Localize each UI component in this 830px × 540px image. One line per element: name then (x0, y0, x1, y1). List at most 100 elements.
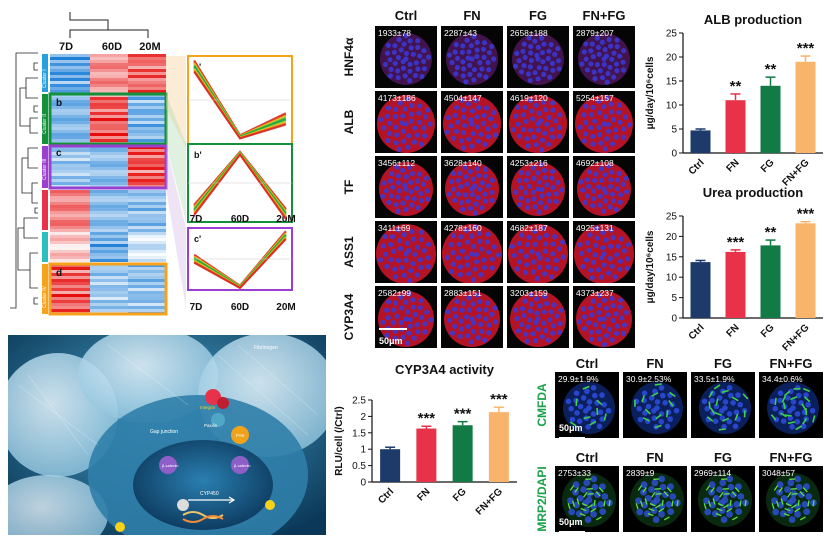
box-label-c: c (56, 148, 62, 159)
stain-micrograph: 3048±57 (759, 466, 823, 532)
y-tick-label: 5 (671, 125, 677, 136)
trend-label-b: b' (194, 150, 202, 160)
y-tick-label: 0.5 (352, 461, 366, 472)
intensity-value: 4373±237 (576, 288, 614, 298)
trend-axis-label: 7D (190, 214, 203, 225)
y-tick-label: 1 (360, 445, 366, 456)
stain-col-header: FG (713, 450, 733, 465)
y-tick-label: 2.5 (352, 396, 366, 407)
stain-value: 2753±33 (558, 468, 592, 478)
bar (760, 245, 781, 318)
row-dendrogram (10, 52, 38, 309)
cell-illustration: Fibrinogen Gap junction Paxilin Integrin… (0, 327, 338, 540)
box-label-d: d (56, 268, 62, 279)
x-tick-label: FG (451, 486, 469, 504)
scale-bar-label: 50μm (559, 423, 583, 433)
stain-value: 2839±9 (626, 468, 655, 478)
trend-axis-label: 20M (276, 302, 295, 313)
y-tick-label: 0 (360, 478, 366, 489)
column-dendrogram (69, 12, 149, 38)
micrograph: 1933±78 (375, 26, 437, 88)
stain-col-header: Ctrl (575, 356, 599, 371)
illus-label: β-catenin (234, 463, 251, 468)
illus-label: Paxilin (204, 423, 218, 428)
x-tick-label: FN (724, 157, 741, 174)
scale-bar-label: 50μm (559, 517, 583, 527)
x-tick-label: FG (759, 322, 777, 340)
trend-axis-label: 60D (231, 214, 249, 225)
bar (795, 223, 816, 318)
significance-mark: ** (765, 61, 777, 78)
y-tick-label: 25 (666, 29, 678, 40)
x-tick-label: FN+FG (780, 322, 811, 353)
micrograph: 3628±140 (441, 156, 503, 218)
y-tick-label: 10 (666, 273, 678, 284)
significance-mark: *** (797, 40, 815, 57)
stain-col-header: FN+FG (769, 450, 813, 465)
intensity-value: 2582±99 (378, 288, 412, 298)
stain-value: 33.5±1.9% (694, 374, 735, 384)
micrograph: 3411±69 (375, 221, 437, 283)
marker-row-label: CYP3A4 (342, 293, 356, 341)
y-tick-label: 10 (666, 101, 678, 112)
intensity-value: 4682±187 (510, 223, 548, 233)
y-tick-label: 5 (671, 293, 677, 304)
bar (725, 251, 746, 318)
alb-production-chart: ALB production 0 5 10 15 20 25 μg/day/10⁶cells C… (645, 12, 823, 188)
stain-micrograph: 2969±114 (691, 466, 755, 532)
cluster-label: Cluster III (42, 159, 48, 180)
y-tick-label: 20 (666, 53, 678, 64)
x-tick-label: FG (759, 157, 777, 175)
x-tick-label: Ctrl (687, 322, 707, 342)
trend-axis-label: 7D (190, 302, 203, 313)
cluster-label: Cluster IV (42, 285, 48, 308)
intensity-value: 3411±69 (378, 223, 411, 233)
marker-col-header: FG (528, 8, 548, 23)
intensity-value: 4173±186 (378, 93, 416, 103)
stain-col-header: FN (646, 450, 664, 465)
y-axis-label: μg/day/10⁶cells (645, 230, 656, 303)
illus-label: CYP450 (200, 491, 219, 497)
micrograph: 4253±216 (507, 156, 569, 218)
illus-label: FAK (236, 433, 245, 438)
intensity-value: 4253±216 (510, 158, 548, 168)
stain-value: 29.9±1.9% (558, 374, 599, 384)
chart-title: CYP3A4 activity (395, 362, 495, 377)
scale-bar-label: 50μm (379, 336, 403, 346)
intensity-value: 3628±140 (444, 158, 482, 168)
illustration-figure: Fibrinogen Gap junction Paxilin Integrin… (0, 327, 338, 540)
stain-value: 3048±57 (762, 468, 796, 478)
intensity-value: 3203±159 (510, 288, 548, 298)
micrograph: 5254±157 (573, 91, 635, 153)
illus-label: Gap junction (150, 429, 178, 435)
intensity-value: 4692±108 (576, 158, 614, 168)
heat-col-label: 7D (59, 41, 73, 53)
marker-col-header: FN (463, 8, 481, 23)
stain-row-label: MRP2/DAPI (535, 466, 549, 532)
stain-value: 30.9±2.53% (626, 374, 672, 384)
illus-label: β-catenin (162, 463, 179, 468)
stain-micrograph: 2753±33 (555, 466, 619, 532)
intensity-value: 4278±160 (444, 223, 482, 233)
stain-row-label: CMFDA (535, 383, 549, 427)
cluster-box-b (48, 92, 168, 146)
marker-row-label: TF (342, 179, 356, 195)
marker-grid: Ctrl FN FG FN+FG HNF4α 1933±78 2287±43 2658±18… (333, 8, 635, 353)
chart-title: Urea production (703, 185, 803, 200)
y-axis-label: μg/day/10⁶cells (645, 56, 656, 129)
micrograph: 4692±108 (573, 156, 635, 218)
significance-mark: *** (797, 206, 815, 223)
urea-production-chart: Urea production 0 5 10 15 20 25 μg/day/10⁶cells… (645, 185, 823, 354)
bar (380, 449, 401, 482)
trend-panels (187, 55, 293, 291)
micrograph: 3456±112 (375, 156, 437, 218)
significance-mark: *** (454, 406, 472, 423)
intensity-value: 1933±78 (378, 28, 412, 38)
illus-label: Fibrinogen (254, 345, 278, 351)
trend-axis-label: 60D (231, 302, 249, 313)
bar (488, 412, 509, 482)
stain-micrograph: 29.9±1.9% (555, 372, 619, 438)
significance-mark: *** (490, 391, 508, 408)
intensity-value: 3456±112 (378, 158, 416, 168)
scale-bar: 50μm (379, 328, 407, 349)
